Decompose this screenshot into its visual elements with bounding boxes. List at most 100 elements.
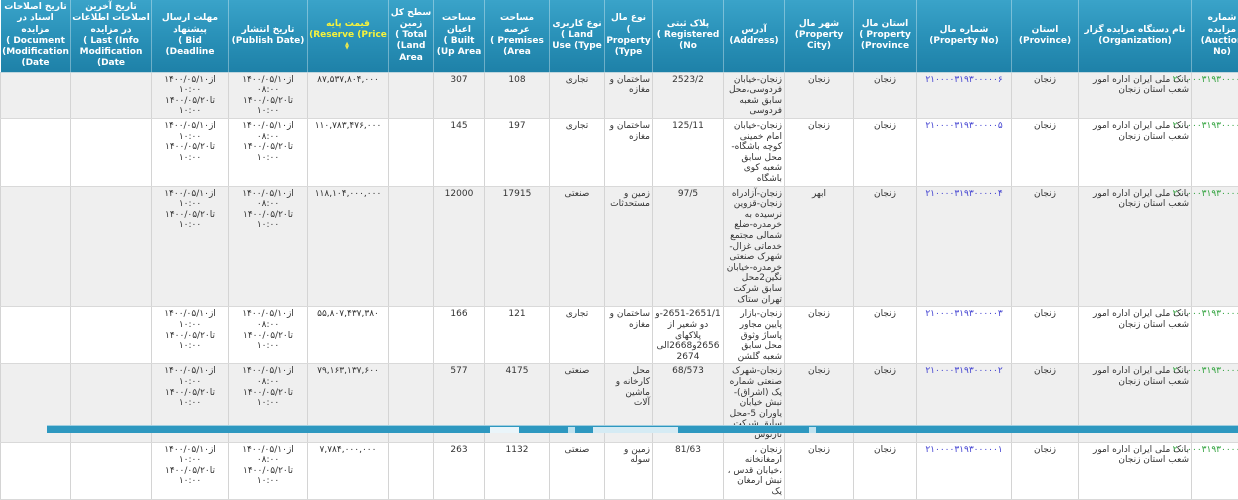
property-no-cell: ۲۱۰۰۰۰۳۱۹۳۰۰۰۰۰۶ xyxy=(870,72,965,118)
built-area-cell: 145 xyxy=(387,118,438,186)
column-header-premises_area[interactable]: مساحت عرصه ( Premises (Area ▲▼ xyxy=(438,0,503,72)
column-header-label-fa: شهر مال xyxy=(752,19,792,29)
doc-mod-cell xyxy=(0,72,24,118)
column-header-label-fa: تاریخ انتشار xyxy=(195,25,248,35)
table-row: ۱۴۱ ۲۰۰۰۰۰۳۱۹۳۰۰۰۰۰۱ بانک ملی ایران ادار… xyxy=(0,307,1238,364)
doc-mod-cell xyxy=(0,307,24,364)
column-header-radif[interactable]: ردیف ▲▼ xyxy=(1206,0,1238,72)
column-header-label-fa: مساحت عرصه xyxy=(453,13,487,34)
property-no-cell: ۲۱۰۰۰۰۳۱۹۳۰۰۰۰۰۴ xyxy=(870,186,965,307)
last-info-mod-cell xyxy=(24,307,105,364)
doc-mod-cell xyxy=(0,186,24,307)
auction-no-cell: ۲۰۰۰۰۰۳۱۹۳۰۰۰۰۰۱ xyxy=(1145,186,1206,307)
last-info-mod-cell xyxy=(24,118,105,186)
column-header-last_info_mod[interactable]: تاریخ آخرین اصلاحات اطلاعات در مزایده ( … xyxy=(24,0,105,72)
reserve-price-cell: ۱۱۰,۷۸۳,۴۷۶,۰۰۰ xyxy=(261,118,342,186)
column-header-label-en: (Property No) xyxy=(882,36,951,47)
property-province-cell: زنجان xyxy=(807,72,870,118)
column-header-property_type[interactable]: نوع مال ( Property (Type ▲▼ xyxy=(558,0,606,72)
property-province-cell: زنجان xyxy=(807,118,870,186)
property-province-cell: زنجان xyxy=(807,442,870,499)
address-cell: زنجان-خیابان امام خمینی کوچه باشگاه-محل … xyxy=(677,118,738,186)
table-row: ۱۳۹ ۲۰۰۰۰۰۳۱۹۳۰۰۰۰۰۱ بانک ملی ایران ادار… xyxy=(0,118,1238,186)
column-header-label-fa: تاریخ اصلاحات اسناد در مزایده xyxy=(0,2,20,35)
column-header-property_no[interactable]: شماره مال (Property No) ▲▼ xyxy=(870,0,965,72)
property-no-link[interactable]: ۲۱۰۰۰۰۳۱۹۳۰۰۰۰۰۲ xyxy=(878,366,955,377)
column-header-label-en: (Auction No) xyxy=(1146,36,1204,59)
premises-area-cell: 121 xyxy=(438,307,503,364)
property-no-link[interactable]: ۲۱۰۰۰۰۳۱۹۳۰۰۰۰۰۵ xyxy=(878,121,955,132)
column-header-label-fa: شماره مال xyxy=(893,25,942,35)
column-header-property_city[interactable]: شهر مال (Property City) ▲▼ xyxy=(738,0,807,72)
sort-icon[interactable]: ▲▼ xyxy=(298,42,302,50)
column-header-built_area[interactable]: مساحت اعیان ( Built (Up Area ▲▼ xyxy=(387,0,438,72)
column-header-land_use[interactable]: نوع کاربری ( Land Use (Type ▲▼ xyxy=(503,0,558,72)
organization-cell: بانک ملی ایران اداره امور شعب استان زنجا… xyxy=(1032,118,1145,186)
auction-results-page: ردیف ▲▼ شماره مزایده (Auction No) ▲▼ نام… xyxy=(0,0,1238,432)
column-header-address[interactable]: آدرس (Address) ▲▼ xyxy=(677,0,738,72)
column-header-doc_mod[interactable]: تاریخ اصلاحات اسناد در مزایده ( Document… xyxy=(0,0,24,72)
column-header-label-fa: پلاک ثبتی xyxy=(620,19,662,29)
land-area-cell xyxy=(342,442,387,499)
premises-area-cell: 17915 xyxy=(438,186,503,307)
property-no-link[interactable]: ۲۱۰۰۰۰۳۱۹۳۰۰۰۰۰۴ xyxy=(878,189,955,200)
organization-cell: بانک ملی ایران اداره امور شعب استان زنجا… xyxy=(1032,72,1145,118)
registered-no-cell: 2651-2651/1-و دو شعیر از پلاکهای 2656و26… xyxy=(606,307,677,364)
property-no-cell: ۲۱۰۰۰۰۳۱۹۳۰۰۰۰۰۵ xyxy=(870,118,965,186)
pagination-segment[interactable] xyxy=(521,427,528,433)
property-no-link[interactable]: ۲۱۰۰۰۰۳۱۹۳۰۰۰۰۰۳ xyxy=(878,309,955,320)
column-header-label-fa: مهلت ارسال پیشنهاد xyxy=(115,13,171,34)
auction-no-cell: ۲۰۰۰۰۰۳۱۹۳۰۰۰۰۰۱ xyxy=(1145,118,1206,186)
built-area-cell: 263 xyxy=(387,442,438,499)
column-header-label-en: (Province) xyxy=(972,36,1024,47)
column-header-price[interactable]: قیمت پایه (Reserve (Price ▲▼ xyxy=(261,0,342,72)
table-row: ۱۴۰ ۲۰۰۰۰۰۳۱۹۳۰۰۰۰۰۱ بانک ملی ایران ادار… xyxy=(0,186,1238,307)
reserve-price-cell: ۱۱۸,۱۰۴,۰۰۰,۰۰۰ xyxy=(261,186,342,307)
column-header-label-en: (Reserve (Price xyxy=(262,30,340,41)
bid-deadline-cell: از۱۴۰۰/۰۵/۱۰ ۱۰:۰۰ تا۱۴۰۰/۰۵/۲۰ ۱۰:۰۰ xyxy=(105,307,182,364)
pagination-segment[interactable] xyxy=(762,427,769,433)
province-cell: زنجان xyxy=(965,118,1032,186)
property-province-cell: زنجان xyxy=(807,186,870,307)
pagination-segment[interactable] xyxy=(546,427,631,433)
column-header-auction_no[interactable]: شماره مزایده (Auction No) ▲▼ xyxy=(1145,0,1206,72)
built-area-cell: 307 xyxy=(387,72,438,118)
row-number-cell: ۱۳۹ xyxy=(1206,118,1238,186)
province-cell: زنجان xyxy=(965,186,1032,307)
column-header-publish_date[interactable]: تاریخ انتشار (Publish Date) ▲▼ xyxy=(182,0,261,72)
reserve-price-cell: ۷,۷۸۴,۰۰۰,۰۰۰ xyxy=(261,442,342,499)
column-header-bid_deadline[interactable]: مهلت ارسال پیشنهاد ( Bid (Deadline ▲▼ xyxy=(105,0,182,72)
column-header-organization[interactable]: نام دستگاه مزایده گزار (Organization) ▲▼ xyxy=(1032,0,1145,72)
column-header-label-fa: استان xyxy=(985,25,1012,35)
publish-date-cell: از۱۴۰۰/۰۵/۱۰ ۰۸:۰۰ تا۱۴۰۰/۰۵/۲۰ ۱۰:۰۰ xyxy=(182,307,261,364)
last-info-mod-cell xyxy=(24,186,105,307)
last-info-mod-cell xyxy=(24,72,105,118)
column-header-label-en: ( Last (Info Modification (Date xyxy=(25,36,103,70)
registered-no-cell: 97/5 xyxy=(606,186,677,307)
address-cell: زنجان ، ارمغانخانه ،خیابان قدس ، نبش ارم… xyxy=(677,442,738,499)
province-cell: زنجان xyxy=(965,442,1032,499)
province-cell: زنجان xyxy=(965,307,1032,364)
column-header-province[interactable]: استان (Province) ▲▼ xyxy=(965,0,1032,72)
land-area-cell xyxy=(342,307,387,364)
property-no-link[interactable]: ۲۱۰۰۰۰۳۱۹۳۰۰۰۰۰۱ xyxy=(878,445,955,456)
property-city-cell: زنجان xyxy=(738,72,807,118)
publish-date-cell: از۱۴۰۰/۰۵/۱۰ ۰۸:۰۰ تا۱۴۰۰/۰۵/۲۰ ۱۰:۰۰ xyxy=(182,72,261,118)
column-header-registered_no[interactable]: پلاک ثبتی ( Registered (No ▲▼ xyxy=(606,0,677,72)
column-header-property_province[interactable]: استان مال ( Property (Province ▲▼ xyxy=(807,0,870,72)
column-header-label-en: (Publish Date) xyxy=(185,36,258,47)
column-header-land_area[interactable]: سطح کل زمین ( Total (Land Area ▲▼ xyxy=(342,0,387,72)
reserve-price-cell: ۸۷,۵۳۷,۸۰۴,۰۰۰ xyxy=(261,72,342,118)
property-no-link[interactable]: ۲۱۰۰۰۰۳۱۹۳۰۰۰۰۰۶ xyxy=(878,75,955,86)
pagination-segment[interactable] xyxy=(443,427,472,433)
column-header-label-fa: سطح کل زمین xyxy=(344,8,385,29)
auction-no-cell: ۲۰۰۰۰۰۳۱۹۳۰۰۰۰۰۱ xyxy=(1145,72,1206,118)
column-header-label-fa: تاریخ آخرین اصلاحات اطلاعات در مزایده xyxy=(25,2,103,35)
column-header-label-fa: آدرس xyxy=(694,25,719,35)
column-header-label-en: (Address) xyxy=(682,36,731,47)
built-area-cell: 12000 xyxy=(387,186,438,307)
reserve-price-cell: ۵۵,۸۰۷,۴۳۷,۳۸۰ xyxy=(261,307,342,364)
auction-no-cell: ۲۰۰۰۰۰۳۱۹۳۰۰۰۰۰۱ xyxy=(1145,442,1206,499)
property-no-cell: ۲۱۰۰۰۰۳۱۹۳۰۰۰۰۰۱ xyxy=(870,442,965,499)
doc-mod-cell xyxy=(0,118,24,186)
